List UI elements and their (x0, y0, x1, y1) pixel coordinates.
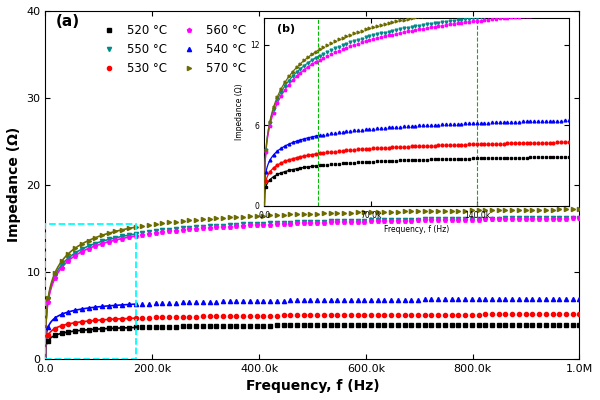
560 °C (388, 218, 395, 223)
540 °C (367, 297, 374, 302)
540 °C (388, 297, 395, 302)
Line: 540 °C: 540 °C (46, 297, 581, 329)
520 °C (280, 323, 287, 328)
540 °C (576, 296, 583, 301)
520 °C (44, 338, 52, 343)
540 °C (361, 298, 368, 302)
Text: (a): (a) (56, 14, 80, 30)
530 °C (408, 312, 415, 317)
550 °C (367, 218, 374, 223)
530 °C (576, 312, 583, 317)
Line: 550 °C: 550 °C (46, 216, 581, 301)
530 °C (361, 312, 368, 317)
Line: 520 °C: 520 °C (46, 322, 581, 343)
520 °C (367, 323, 374, 328)
Line: 530 °C: 530 °C (46, 312, 581, 337)
540 °C (280, 298, 287, 303)
570 °C (44, 296, 52, 300)
520 °C (388, 322, 395, 327)
550 °C (44, 297, 52, 302)
520 °C (576, 322, 583, 327)
540 °C (408, 297, 415, 302)
Line: 560 °C: 560 °C (46, 216, 581, 304)
570 °C (361, 210, 368, 215)
530 °C (367, 312, 374, 317)
Line: 570 °C: 570 °C (46, 207, 581, 300)
550 °C (515, 216, 523, 221)
520 °C (515, 322, 523, 327)
Legend: 520 °C, 550 °C, 530 °C, 560 °C, 540 °C, 570 °C: 520 °C, 550 °C, 530 °C, 560 °C, 540 °C, … (94, 20, 250, 78)
550 °C (576, 216, 583, 220)
530 °C (44, 333, 52, 338)
560 °C (44, 299, 52, 304)
520 °C (408, 322, 415, 327)
570 °C (388, 209, 395, 214)
560 °C (576, 216, 583, 221)
530 °C (280, 313, 287, 318)
Bar (46, 224, 136, 359)
570 °C (576, 207, 583, 212)
550 °C (361, 218, 368, 223)
530 °C (515, 312, 523, 317)
570 °C (408, 209, 415, 214)
550 °C (388, 218, 395, 222)
570 °C (515, 208, 523, 212)
560 °C (408, 218, 415, 223)
520 °C (361, 323, 368, 328)
X-axis label: Frequency, f (Hz): Frequency, f (Hz) (245, 379, 379, 393)
560 °C (361, 219, 368, 224)
530 °C (388, 312, 395, 317)
550 °C (280, 220, 287, 225)
560 °C (280, 222, 287, 226)
Y-axis label: Impedance (Ω): Impedance (Ω) (7, 127, 21, 242)
540 °C (44, 324, 52, 329)
560 °C (367, 219, 374, 224)
540 °C (515, 297, 523, 302)
570 °C (280, 212, 287, 217)
560 °C (515, 217, 523, 222)
550 °C (408, 217, 415, 222)
570 °C (367, 210, 374, 214)
